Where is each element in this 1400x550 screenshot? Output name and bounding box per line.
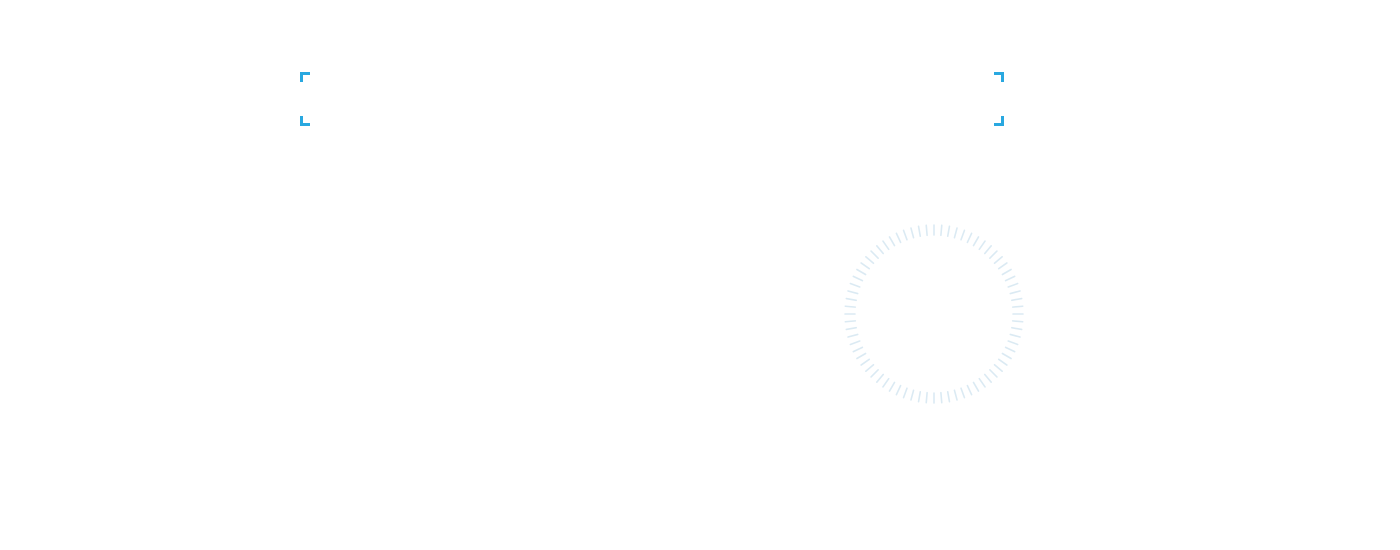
spinner-tick [852, 275, 864, 282]
spinner-tick [895, 384, 902, 396]
spinner-tick [1007, 340, 1019, 346]
spinner-tick [953, 227, 958, 239]
spinner-tick [888, 236, 896, 247]
spinner-tick [845, 297, 857, 302]
spinner-tick [1011, 326, 1023, 331]
corner-bottom-right-icon [994, 116, 1004, 126]
spinner-tick [966, 232, 973, 244]
spinner-tick [989, 369, 998, 378]
spinner-tick [989, 250, 998, 259]
spinner-tick [870, 250, 879, 259]
spinner-tick [978, 377, 986, 388]
spinner-tick [865, 255, 875, 265]
spinner-tick [902, 387, 908, 399]
spinner-tick [997, 262, 1008, 270]
spinner-tick [870, 369, 879, 378]
spinner-tick [983, 373, 993, 383]
loading-spinner-ticks [844, 224, 1024, 404]
spinner-tick [856, 352, 867, 360]
spinner-tick [882, 240, 890, 251]
spinner-tick [847, 333, 859, 338]
spinner-tick [953, 389, 958, 401]
spinner-tick [845, 326, 857, 331]
spinner-tick [888, 381, 896, 392]
spinner-tick [1009, 333, 1021, 338]
corner-top-left-icon [300, 72, 310, 82]
spinner-tick [1011, 297, 1023, 302]
spinner-tick [978, 240, 986, 251]
spinner-tick [852, 346, 864, 353]
corner-top-right-icon [994, 72, 1004, 82]
spinner-tick [910, 227, 915, 239]
spinner-tick [993, 363, 1003, 373]
spinner-tick [1001, 352, 1012, 360]
spinner-tick [865, 363, 875, 373]
focus-frame [300, 72, 1004, 126]
spinner-tick [1004, 346, 1016, 353]
spinner-tick [917, 225, 922, 237]
spinner-tick [972, 381, 980, 392]
spinner-tick [946, 225, 951, 237]
spinner-tick [972, 236, 980, 247]
spinner-tick [902, 229, 908, 241]
spinner-tick [860, 358, 871, 366]
spinner-tick [983, 245, 993, 255]
spinner-tick [844, 305, 857, 308]
spinner-tick [882, 377, 890, 388]
spinner-tick [1004, 275, 1016, 282]
loading-spinner-icon [844, 224, 1024, 404]
spinner-tick [860, 262, 871, 270]
spinner-tick [910, 389, 915, 401]
spinner-tick [1007, 282, 1019, 288]
spinner-tick [960, 229, 966, 241]
spinner-tick [940, 391, 943, 404]
spinner-tick [875, 373, 885, 383]
spinner-tick [917, 391, 922, 403]
spinner-tick [856, 268, 867, 276]
corner-bottom-left-icon [300, 116, 310, 126]
spinner-tick [997, 358, 1008, 366]
spinner-tick [1001, 268, 1012, 276]
spinner-tick [940, 224, 943, 237]
spinner-tick [895, 232, 902, 244]
spinner-tick [875, 245, 885, 255]
spinner-tick [925, 224, 928, 237]
spinner-tick [925, 391, 928, 404]
spinner-tick [946, 391, 951, 403]
spinner-tick [966, 384, 973, 396]
spinner-tick [993, 255, 1003, 265]
spinner-tick [847, 290, 859, 295]
spinner-tick [844, 320, 857, 323]
spinner-tick [1011, 305, 1024, 308]
spinner-tick [1009, 290, 1021, 295]
spinner-tick [1011, 320, 1024, 323]
spinner-tick [849, 340, 861, 346]
spinner-tick [960, 387, 966, 399]
spinner-tick [849, 282, 861, 288]
